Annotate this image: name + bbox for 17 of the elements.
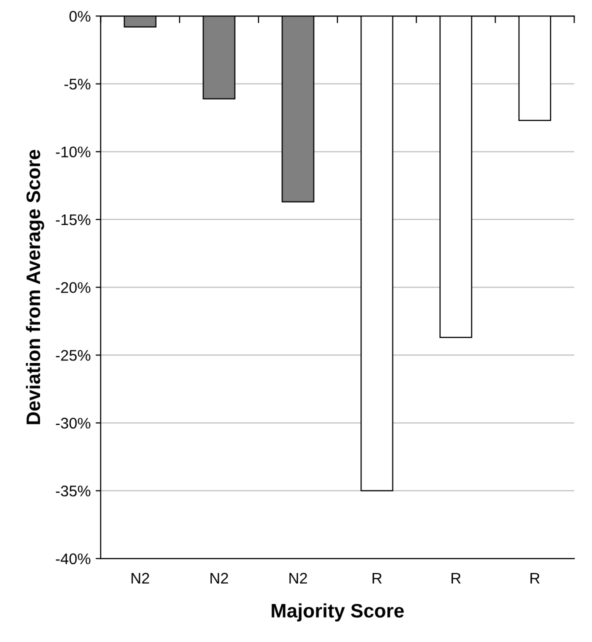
y-tick-label: -10% bbox=[56, 146, 90, 158]
y-tick-label: -15% bbox=[56, 214, 90, 226]
x-tick-label: R bbox=[452, 572, 461, 584]
x-tick-label: N2 bbox=[132, 572, 150, 584]
x-axis-title: Majority Score bbox=[272, 603, 404, 622]
x-tick-label: N2 bbox=[289, 572, 307, 584]
y-tick-label: -35% bbox=[56, 486, 90, 496]
y-tick-label: -5% bbox=[64, 78, 90, 90]
x-tick-label: R bbox=[372, 572, 382, 584]
y-tick-label: -30% bbox=[56, 418, 90, 429]
y-tick-label: -25% bbox=[56, 350, 90, 361]
y-axis-title: Deviation from Average Score bbox=[26, 150, 44, 424]
y-tick-label: -20% bbox=[56, 282, 90, 293]
x-tick-label: N2 bbox=[210, 572, 228, 584]
y-tick-label: -40% bbox=[56, 553, 90, 564]
x-tick-label: R bbox=[530, 572, 540, 584]
y-tick-label: 0% bbox=[69, 10, 90, 22]
